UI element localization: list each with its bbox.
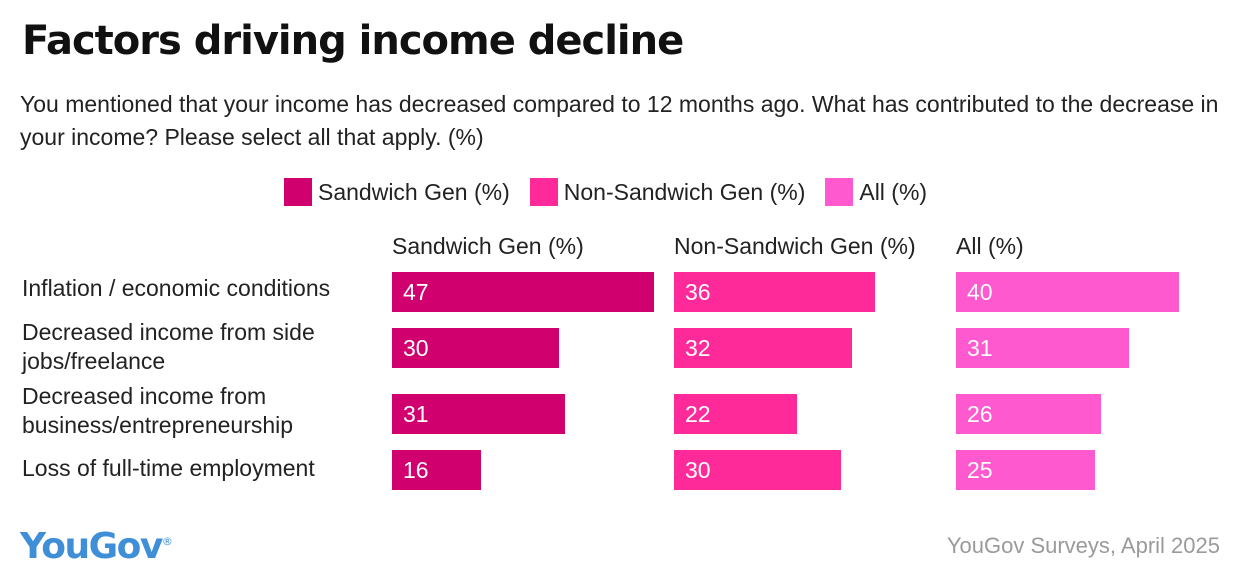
bar-value-label: 40: [967, 278, 993, 305]
bar-value-label: 32: [685, 334, 711, 361]
legend-swatch: [529, 178, 558, 206]
legend-label: All (%): [859, 178, 928, 205]
legend-label: Non-Sandwich Gen (%): [563, 178, 806, 205]
category-label: Decreased income from side jobs/freelanc…: [22, 319, 315, 374]
category-label: Inflation / economic conditions: [22, 275, 331, 301]
column-header: Sandwich Gen (%): [392, 233, 584, 259]
column-header: Non-Sandwich Gen (%): [674, 233, 916, 259]
bar-value-label: 36: [685, 278, 711, 305]
source-note: YouGov Surveys, April 2025: [946, 533, 1220, 558]
bar-value-label: 31: [967, 334, 993, 361]
bar: 26: [956, 394, 1101, 434]
bar-value-label: 31: [403, 400, 429, 427]
bar-value-label: 22: [685, 400, 711, 427]
category-label: Loss of full-time employment: [22, 455, 315, 481]
bar: 40: [956, 272, 1179, 312]
bar-value-label: 30: [403, 334, 429, 361]
legend: Sandwich Gen (%) Non-Sandwich Gen (%) All …: [284, 178, 947, 206]
legend-label: Sandwich Gen (%): [318, 178, 510, 205]
bar-value-label: 26: [967, 400, 993, 427]
legend-swatch: [284, 178, 312, 206]
yougov-logo: YouGov®: [20, 526, 173, 567]
bar: 30: [674, 450, 841, 490]
bar: 31: [956, 328, 1129, 368]
bar-value-label: 47: [403, 278, 429, 305]
column-header: All (%): [956, 233, 1024, 259]
legend-item: Non-Sandwich Gen (%): [529, 178, 806, 206]
bar: 25: [956, 450, 1095, 490]
legend-item: Sandwich Gen (%): [284, 178, 510, 206]
category-label: Decreased income from business/entrepren…: [22, 383, 294, 438]
bar-value-label: 30: [685, 456, 711, 483]
bar-value-label: 16: [403, 456, 429, 483]
bar: 31: [392, 394, 565, 434]
bar: 47: [392, 272, 654, 312]
legend-item: All (%): [825, 178, 927, 206]
bar: 36: [674, 272, 875, 312]
bar: 22: [674, 394, 797, 434]
bar: 32: [674, 328, 852, 368]
legend-swatch: [825, 178, 854, 206]
bar: 16: [392, 450, 481, 490]
bar: 30: [392, 328, 559, 368]
bar-value-label: 25: [967, 456, 993, 483]
chart-title: Factors driving income decline: [22, 18, 684, 64]
chart-subtitle: You mentioned that your income has decre…: [20, 91, 1219, 150]
